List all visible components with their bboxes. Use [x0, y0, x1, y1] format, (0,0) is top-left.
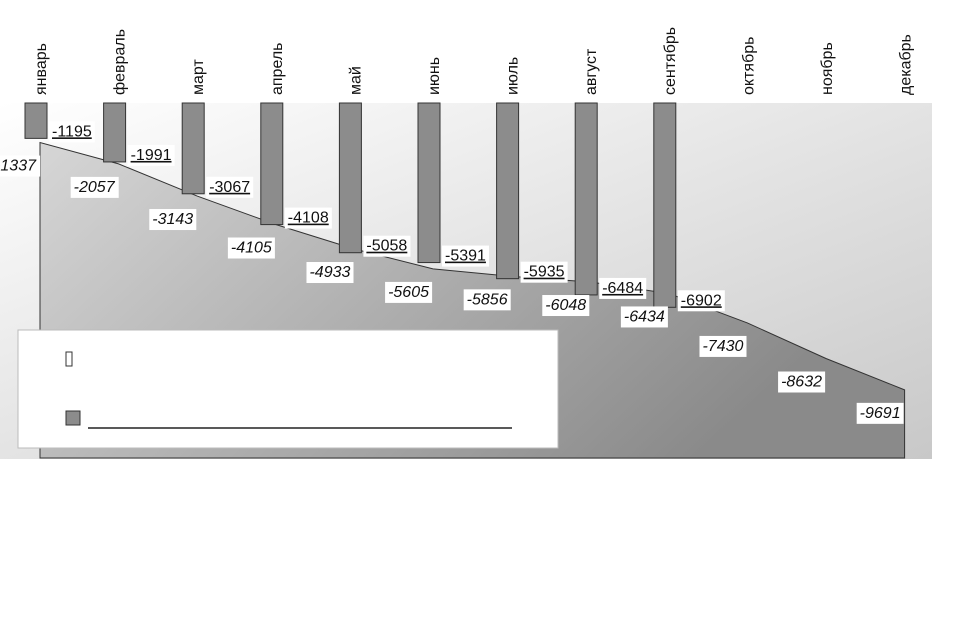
data-label: -6484 [602, 280, 643, 297]
data-label: -6434 [624, 308, 665, 325]
data-label: -1991 [131, 147, 172, 164]
data-label: -4933 [309, 264, 350, 281]
label-box [677, 290, 725, 312]
data-label: -3067 [209, 179, 250, 196]
bar [103, 102, 127, 163]
data-label: -4105 [231, 240, 272, 257]
legend [17, 329, 559, 449]
bar [417, 102, 441, 264]
label-box [856, 402, 904, 424]
label-box [227, 237, 275, 259]
data-label: -2057 [74, 179, 116, 196]
bar [338, 102, 362, 254]
x-tick-label: февраль [112, 29, 129, 95]
bar [574, 102, 598, 296]
data-label: -5058 [366, 238, 407, 255]
x-tick-label: июль [505, 57, 522, 95]
data-label: -1195 [52, 123, 92, 140]
data-label: -6048 [545, 297, 586, 314]
label-box [699, 335, 747, 357]
x-tick-label: октябрь [740, 37, 757, 95]
label-box [127, 144, 175, 166]
label-box [542, 295, 590, 317]
data-label: -5856 [467, 291, 508, 308]
x-tick-label: апрель [269, 43, 286, 96]
legend-swatch [65, 351, 73, 367]
data-label: -4108 [288, 210, 329, 227]
label-box [463, 289, 511, 311]
data-label: -5605 [388, 284, 429, 301]
label-box [149, 209, 197, 231]
label-box [363, 235, 411, 257]
bar [24, 102, 48, 139]
x-tick-label: ноябрь [819, 42, 836, 95]
label-box [778, 371, 826, 393]
data-label: -9691 [860, 405, 901, 422]
data-label: -7430 [702, 338, 743, 355]
x-tick-label: сентябрь [662, 27, 679, 95]
x-tick-label: июнь [426, 57, 443, 95]
label-box [599, 277, 647, 299]
data-label: -6902 [681, 292, 722, 309]
data-label: -5935 [524, 264, 565, 281]
label-box [284, 207, 332, 229]
label-box [49, 121, 95, 143]
label-box [385, 281, 433, 303]
label-box [70, 176, 119, 198]
data-label: -1337 [0, 158, 37, 175]
label-box [206, 176, 254, 198]
bar [181, 102, 205, 195]
label-box [306, 262, 354, 284]
label-box [0, 155, 41, 177]
bar [260, 102, 284, 226]
legend-swatch [65, 410, 81, 426]
data-label: -3143 [152, 211, 193, 228]
x-tick-label: август [583, 48, 600, 95]
bar [653, 102, 677, 308]
x-tick-label: май [347, 66, 364, 95]
label-box [520, 261, 568, 283]
label-box [442, 245, 490, 267]
x-tick-label: декабрь [898, 34, 915, 95]
label-box [620, 306, 668, 328]
data-label: -8632 [781, 374, 822, 391]
x-tick-label: январь [33, 43, 50, 95]
data-label: -5391 [445, 248, 486, 265]
x-tick-label: март [190, 59, 207, 95]
bar [496, 102, 520, 280]
